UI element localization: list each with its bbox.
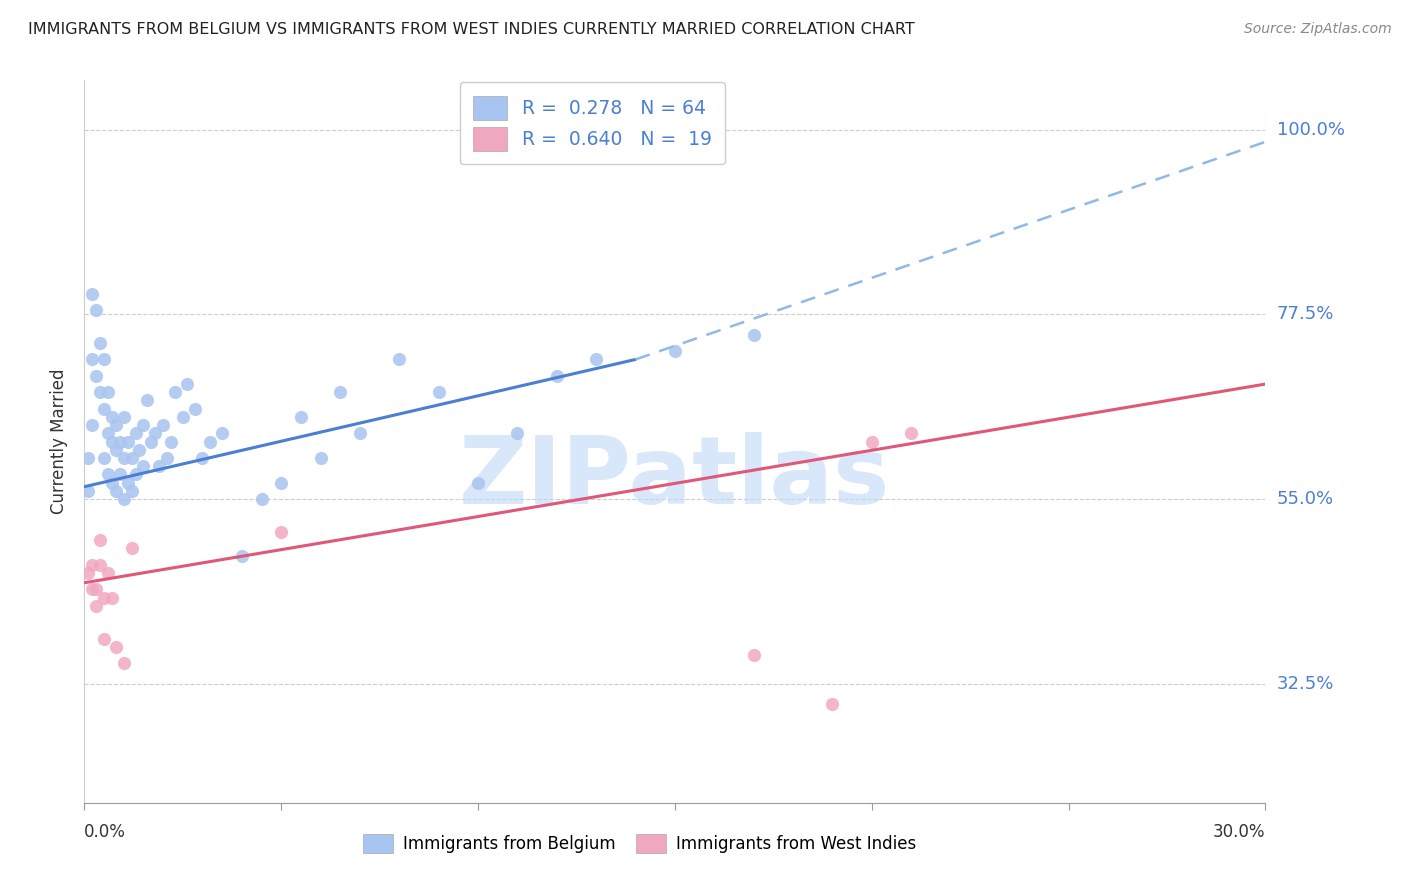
Point — [82, 352, 104, 367]
Text: IMMIGRANTS FROM BELGIUM VS IMMIGRANTS FROM WEST INDIES CURRENTLY MARRIED CORRELA: IMMIGRANTS FROM BELGIUM VS IMMIGRANTS FR… — [28, 22, 915, 37]
Point — [101, 591, 124, 605]
Point — [82, 582, 104, 597]
Point — [124, 426, 146, 441]
Point — [84, 303, 107, 318]
Point — [112, 657, 135, 671]
Point — [309, 450, 332, 465]
Y-axis label: Currently Married: Currently Married — [51, 368, 69, 515]
Point — [97, 426, 120, 441]
Point — [82, 286, 104, 301]
Point — [270, 524, 292, 539]
Point — [82, 558, 104, 572]
Point — [136, 393, 159, 408]
Point — [117, 434, 139, 449]
Point — [128, 442, 150, 457]
Point — [89, 558, 111, 572]
Point — [84, 582, 107, 597]
Point — [211, 426, 233, 441]
Point — [152, 418, 174, 433]
Point — [148, 459, 170, 474]
Point — [101, 475, 124, 490]
Point — [467, 475, 489, 490]
Point — [231, 549, 253, 564]
Point — [77, 483, 100, 498]
Point — [121, 541, 143, 556]
Point — [101, 434, 124, 449]
Point — [124, 467, 146, 482]
Point — [89, 385, 111, 400]
Point — [821, 698, 844, 712]
Text: 55.0%: 55.0% — [1277, 490, 1334, 508]
Point — [742, 327, 765, 342]
Point — [121, 450, 143, 465]
Point — [104, 640, 127, 654]
Point — [250, 491, 273, 506]
Text: 100.0%: 100.0% — [1277, 120, 1344, 138]
Text: 77.5%: 77.5% — [1277, 305, 1334, 323]
Point — [112, 491, 135, 506]
Point — [156, 450, 179, 465]
Point — [160, 434, 183, 449]
Point — [506, 426, 529, 441]
Point — [349, 426, 371, 441]
Point — [121, 483, 143, 498]
Point — [132, 418, 155, 433]
Point — [93, 591, 115, 605]
Point — [104, 418, 127, 433]
Point — [97, 385, 120, 400]
Point — [163, 385, 186, 400]
Point — [93, 450, 115, 465]
Point — [860, 434, 883, 449]
Point — [172, 409, 194, 424]
Point — [101, 409, 124, 424]
Point — [93, 632, 115, 646]
Text: Source: ZipAtlas.com: Source: ZipAtlas.com — [1244, 22, 1392, 37]
Legend: Immigrants from Belgium, Immigrants from West Indies: Immigrants from Belgium, Immigrants from… — [356, 827, 922, 860]
Point — [143, 426, 166, 441]
Point — [77, 450, 100, 465]
Point — [112, 450, 135, 465]
Point — [82, 418, 104, 433]
Point — [89, 336, 111, 351]
Point — [388, 352, 411, 367]
Point — [93, 352, 115, 367]
Point — [270, 475, 292, 490]
Point — [183, 401, 205, 416]
Point — [290, 409, 312, 424]
Point — [742, 648, 765, 662]
Point — [104, 483, 127, 498]
Point — [84, 599, 107, 613]
Point — [84, 368, 107, 383]
Text: 30.0%: 30.0% — [1213, 823, 1265, 841]
Point — [132, 459, 155, 474]
Point — [329, 385, 352, 400]
Point — [176, 377, 198, 392]
Point — [97, 566, 120, 580]
Point — [108, 434, 131, 449]
Text: 32.5%: 32.5% — [1277, 674, 1334, 693]
Point — [104, 442, 127, 457]
Point — [108, 467, 131, 482]
Point — [97, 467, 120, 482]
Point — [112, 409, 135, 424]
Point — [93, 401, 115, 416]
Point — [585, 352, 607, 367]
Point — [89, 533, 111, 547]
Point — [141, 434, 163, 449]
Point — [900, 426, 922, 441]
Point — [191, 450, 214, 465]
Text: 0.0%: 0.0% — [84, 823, 127, 841]
Point — [546, 368, 568, 383]
Point — [117, 475, 139, 490]
Point — [77, 566, 100, 580]
Point — [200, 434, 222, 449]
Point — [664, 344, 686, 359]
Text: ZIPatlas: ZIPatlas — [460, 432, 890, 524]
Point — [427, 385, 450, 400]
